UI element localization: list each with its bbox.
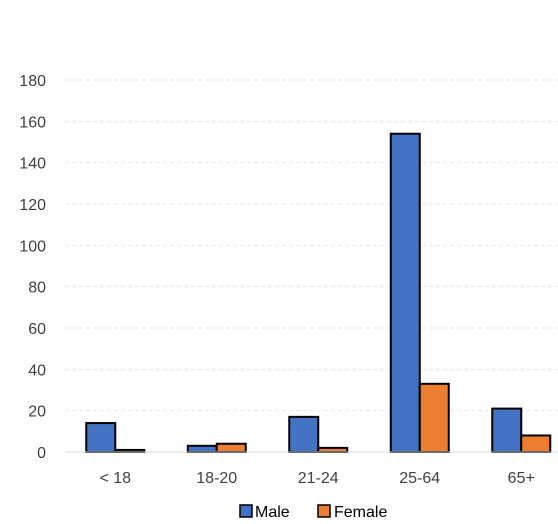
x-tick-label: 25-64 — [399, 470, 440, 487]
bar-male-1 — [186, 444, 218, 453]
bar-male-3 — [389, 132, 421, 453]
legend-label-female: Female — [334, 504, 387, 521]
y-tick-label: 20 — [28, 404, 46, 421]
x-axis-tick-labels: < 18 18-20 21-24 25-64 65+ — [99, 470, 534, 487]
bar-male-0 — [85, 422, 117, 454]
bar-female-2 — [317, 446, 349, 454]
x-tick-label: 21-24 — [298, 470, 339, 487]
bars — [85, 132, 552, 454]
bar-male-2 — [288, 415, 320, 454]
y-tick-label: 140 — [19, 156, 46, 173]
gridlines — [65, 79, 558, 412]
x-tick-label: < 18 — [99, 470, 131, 487]
y-tick-label: 180 — [19, 73, 46, 90]
legend-swatch-female — [317, 504, 331, 518]
legend-swatch-male — [239, 504, 253, 518]
x-tick-label: 18-20 — [196, 470, 237, 487]
y-tick-label: 80 — [28, 280, 46, 297]
bar-male-4 — [491, 407, 523, 454]
y-tick-label: 100 — [19, 238, 46, 255]
y-axis-tick-labels: 0 20 40 60 80 100 120 140 160 180 — [19, 73, 46, 462]
y-tick-label: 120 — [19, 197, 46, 214]
bar-female-3 — [418, 382, 450, 453]
bar-female-4 — [520, 434, 552, 454]
x-tick-label: 65+ — [508, 470, 535, 487]
y-tick-label: 60 — [28, 321, 46, 338]
bar-female-1 — [215, 442, 247, 454]
y-tick-label: 0 — [37, 445, 46, 462]
y-tick-label: 160 — [19, 114, 46, 131]
y-tick-label: 40 — [28, 362, 46, 379]
legend-label-male: Male — [255, 504, 290, 521]
legend: Male Female — [239, 504, 387, 521]
